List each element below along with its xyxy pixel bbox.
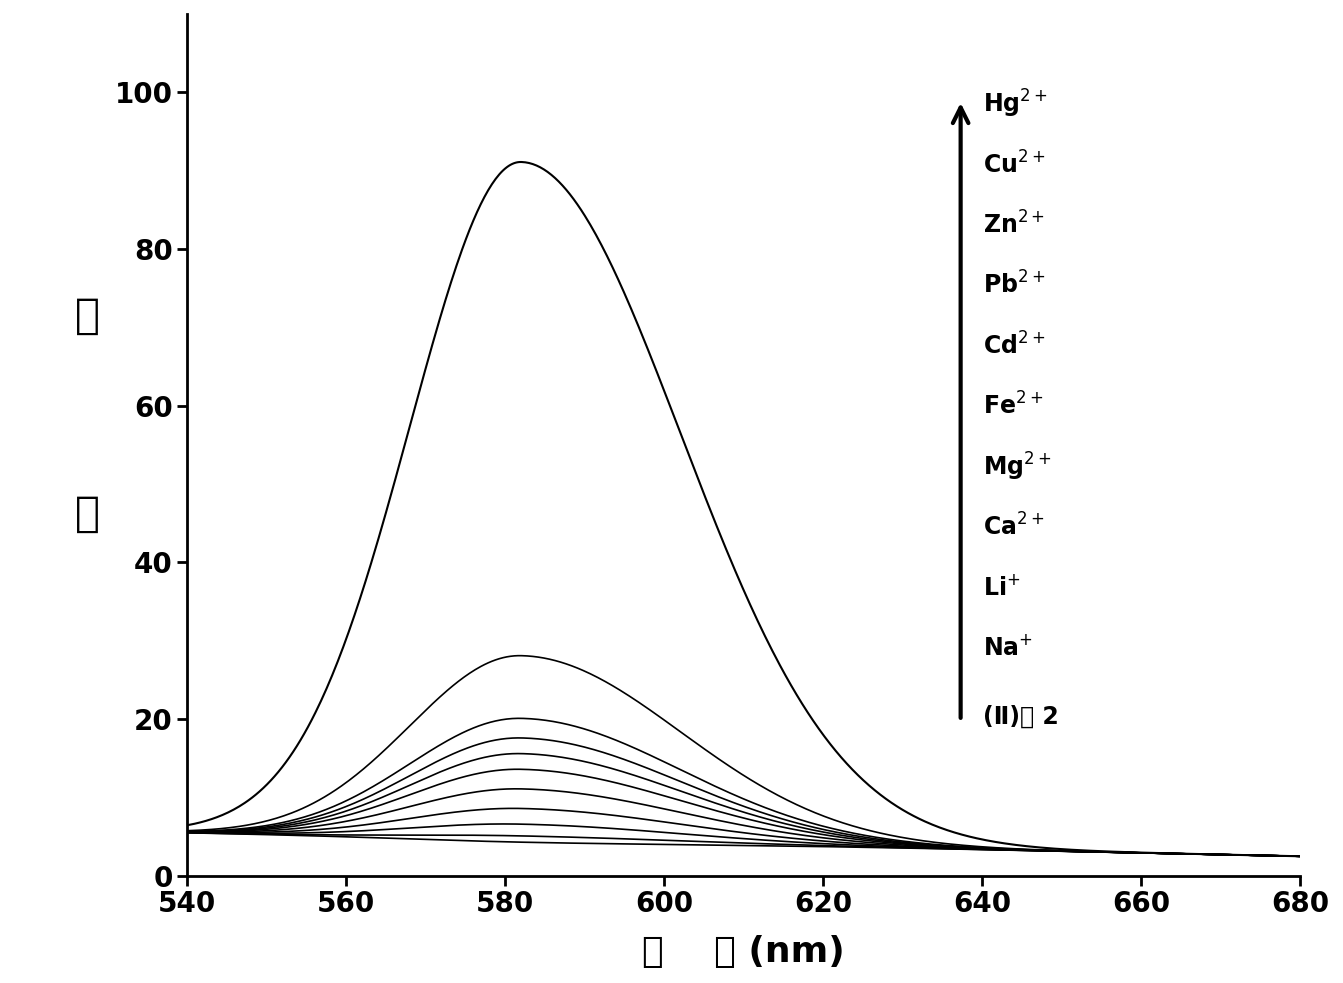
- Text: Mg$^{2+}$: Mg$^{2+}$: [983, 450, 1052, 483]
- Text: Na$^{+}$: Na$^{+}$: [983, 635, 1033, 660]
- Text: Cd$^{2+}$: Cd$^{2+}$: [983, 332, 1045, 360]
- X-axis label: 波    长 (nm): 波 长 (nm): [642, 935, 845, 969]
- Text: 强: 强: [75, 295, 99, 336]
- Text: Cu$^{2+}$: Cu$^{2+}$: [983, 151, 1045, 178]
- Text: Ca$^{2+}$: Ca$^{2+}$: [983, 513, 1045, 541]
- Text: Pb$^{2+}$: Pb$^{2+}$: [983, 272, 1045, 299]
- Text: Li$^{+}$: Li$^{+}$: [983, 575, 1021, 600]
- Text: Zn$^{2+}$: Zn$^{2+}$: [983, 211, 1045, 239]
- Text: 度: 度: [75, 492, 99, 535]
- Text: Hg$^{2+}$: Hg$^{2+}$: [983, 88, 1048, 121]
- Text: (Ⅱ)－ 2: (Ⅱ)－ 2: [983, 705, 1058, 728]
- Text: Fe$^{2+}$: Fe$^{2+}$: [983, 392, 1044, 420]
